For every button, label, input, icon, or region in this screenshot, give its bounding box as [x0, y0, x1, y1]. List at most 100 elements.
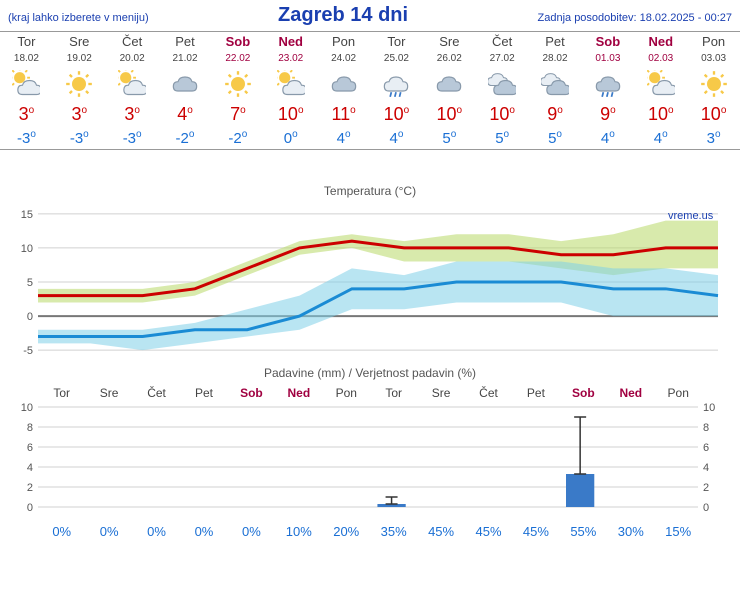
svg-text:8: 8: [703, 422, 709, 434]
svg-text:-5: -5: [23, 345, 33, 357]
low-temp: -3o: [106, 127, 159, 149]
precip-probability: 0%: [85, 522, 132, 541]
precip-probability: 0%: [133, 522, 180, 541]
header: (kraj lahko izberete v meniju) Zagreb 14…: [0, 0, 740, 31]
low-temp: 5o: [476, 127, 529, 149]
low-temp: -3o: [53, 127, 106, 149]
day-date: 23.02: [264, 51, 317, 66]
high-temp: 11o: [317, 102, 370, 127]
low-temp: -2o: [159, 127, 212, 149]
day-abbr: Sre: [423, 32, 476, 51]
day-abbr: Pet: [529, 32, 582, 51]
weather-icon: [106, 66, 159, 102]
high-temp: 10o: [423, 102, 476, 127]
day-date: 24.02: [317, 51, 370, 66]
day-abbr: Sre: [53, 32, 106, 51]
precip-probability: 45%: [465, 522, 512, 541]
precip-probability: 45%: [512, 522, 559, 541]
precip-probability: 35%: [370, 522, 417, 541]
svg-text:2: 2: [703, 482, 709, 494]
precip-day-label: Tor: [38, 384, 85, 402]
weather-icon: [0, 66, 53, 102]
precip-probability: 45%: [417, 522, 464, 541]
precip-probability: 0%: [228, 522, 275, 541]
temp-chart-svg: -5051015vreme.us: [8, 202, 728, 362]
high-temp: 9o: [581, 102, 634, 127]
svg-text:0: 0: [27, 502, 33, 514]
day-date: 18.02: [0, 51, 53, 66]
svg-text:10: 10: [703, 402, 715, 414]
low-temp: 5o: [529, 127, 582, 149]
day-abbr: Tor: [370, 32, 423, 51]
high-temp: 10o: [634, 102, 687, 127]
day-date: 02.03: [634, 51, 687, 66]
precip-day-label: Tor: [370, 384, 417, 402]
day-abbr: Ned: [264, 32, 317, 51]
day-date: 27.02: [476, 51, 529, 66]
svg-text:8: 8: [27, 422, 33, 434]
precip-probability: 0%: [180, 522, 227, 541]
svg-text:vreme.us: vreme.us: [668, 210, 714, 222]
precip-day-label: Sob: [228, 384, 275, 402]
high-temp: 3o: [53, 102, 106, 127]
high-temp: 7o: [211, 102, 264, 127]
day-abbr: Tor: [0, 32, 53, 51]
page-title: Zagreb 14 dni: [278, 4, 408, 27]
weather-icon: [53, 66, 106, 102]
forecast-table: TorSreČetPetSobNedPonTorSreČetPetSobNedP…: [0, 31, 740, 150]
weather-icon: [529, 66, 582, 102]
svg-text:6: 6: [27, 442, 33, 454]
precip-day-label: Pon: [654, 384, 701, 402]
high-temp: 4o: [159, 102, 212, 127]
high-temp: 10o: [370, 102, 423, 127]
precip-chart-title: Padavine (mm) / Verjetnost padavin (%): [8, 362, 732, 384]
svg-text:0: 0: [27, 311, 33, 323]
svg-text:15: 15: [21, 209, 33, 221]
high-temp: 9o: [529, 102, 582, 127]
svg-text:6: 6: [703, 442, 709, 454]
precip-day-label: Ned: [607, 384, 654, 402]
weather-icon: [211, 66, 264, 102]
day-abbr: Pon: [317, 32, 370, 51]
svg-text:10: 10: [21, 402, 33, 414]
precip-day-label: Sre: [417, 384, 464, 402]
precip-probability: 10%: [275, 522, 322, 541]
high-temp: 3o: [0, 102, 53, 127]
low-temp: 4o: [581, 127, 634, 149]
day-abbr: Pet: [159, 32, 212, 51]
precip-day-label: Pet: [180, 384, 227, 402]
svg-text:4: 4: [27, 462, 33, 474]
low-temp: 0o: [264, 127, 317, 149]
day-date: 19.02: [53, 51, 106, 66]
weather-icon: [423, 66, 476, 102]
svg-text:10: 10: [21, 243, 33, 255]
weather-icon: [634, 66, 687, 102]
weather-icon: [370, 66, 423, 102]
day-date: 25.02: [370, 51, 423, 66]
precip-day-label: Sre: [85, 384, 132, 402]
low-temp: 4o: [317, 127, 370, 149]
menu-hint[interactable]: (kraj lahko izberete v meniju): [8, 12, 149, 24]
temperature-chart: Temperatura (°C) -5051015vreme.us: [0, 180, 740, 362]
precip-day-label: Čet: [133, 384, 180, 402]
high-temp: 10o: [264, 102, 317, 127]
precip-day-label: Pet: [512, 384, 559, 402]
precip-probability: 55%: [560, 522, 607, 541]
weather-icon: [581, 66, 634, 102]
day-date: 21.02: [159, 51, 212, 66]
low-temp: 5o: [423, 127, 476, 149]
weather-icon: [476, 66, 529, 102]
low-temp: 4o: [634, 127, 687, 149]
day-abbr: Pon: [687, 32, 740, 51]
day-abbr: Čet: [476, 32, 529, 51]
low-temp: -3o: [0, 127, 53, 149]
svg-text:0: 0: [703, 502, 709, 514]
precip-day-label: Čet: [465, 384, 512, 402]
low-temp: 4o: [370, 127, 423, 149]
precip-probability: 0%: [38, 522, 85, 541]
day-date: 20.02: [106, 51, 159, 66]
temp-chart-title: Temperatura (°C): [8, 180, 732, 202]
precip-probability: 20%: [323, 522, 370, 541]
weather-icon: [687, 66, 740, 102]
precip-day-label: Sob: [560, 384, 607, 402]
